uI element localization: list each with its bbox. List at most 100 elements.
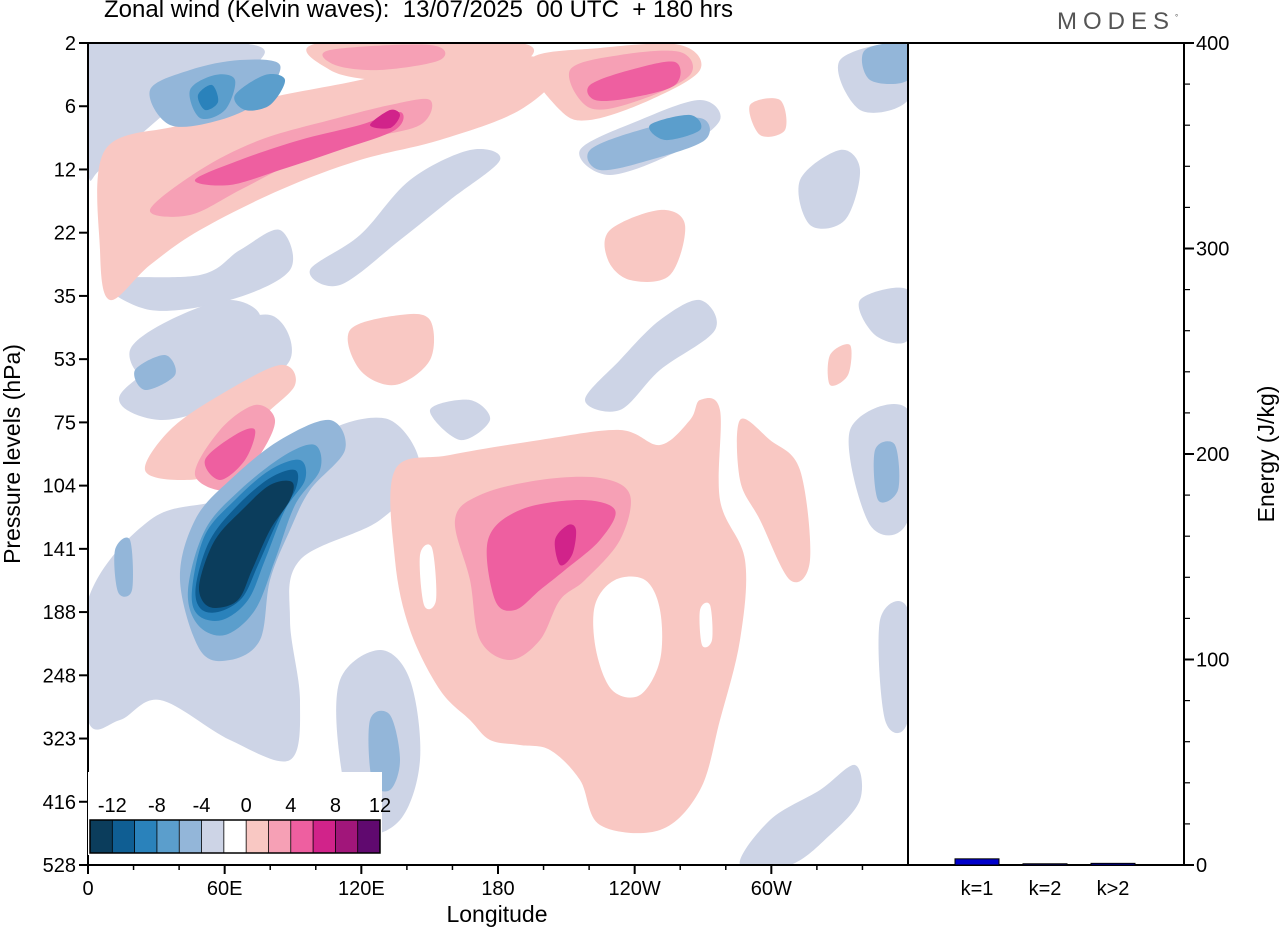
colorbar-swatch bbox=[156, 820, 180, 853]
energy-bar bbox=[1090, 862, 1136, 866]
energy-bar bbox=[954, 858, 1000, 866]
contour-region-45 bbox=[861, 43, 908, 85]
energy-tick-label: 100 bbox=[1196, 650, 1229, 672]
y-axis-label: Pressure levels (hPa) bbox=[0, 344, 25, 564]
contour-region-19 bbox=[347, 313, 435, 386]
contour-region-33 bbox=[587, 61, 681, 102]
contour-region-35 bbox=[554, 524, 577, 566]
brand-mark: ° bbox=[1175, 13, 1179, 22]
colorbar-swatch bbox=[246, 820, 269, 853]
colorbar-label: -8 bbox=[148, 795, 166, 817]
colorbar-label: 8 bbox=[330, 795, 341, 817]
colorbar-swatch bbox=[290, 820, 314, 853]
contour-region-3 bbox=[118, 314, 292, 421]
contour-region-50 bbox=[234, 74, 286, 111]
longitude-axis: 0 60E 120E 180 120W 60W bbox=[82, 865, 864, 900]
contour-region-46 bbox=[114, 537, 133, 597]
colorbar-swatch bbox=[112, 820, 136, 853]
colorbar-swatch bbox=[357, 820, 381, 853]
contour-region-39 bbox=[699, 602, 713, 648]
contour-region-51 bbox=[649, 114, 702, 141]
pressure-tick-label: 323 bbox=[43, 729, 76, 751]
contour-region-21 bbox=[827, 344, 852, 386]
contour-field bbox=[88, 43, 908, 865]
colorbar-swatch bbox=[268, 820, 292, 853]
contour-region-25 bbox=[749, 98, 787, 137]
pressure-tick-label: 12 bbox=[54, 159, 76, 181]
longitude-tick-label: 180 bbox=[481, 878, 514, 900]
contour-region-38 bbox=[419, 544, 437, 610]
energy-tick-label: 0 bbox=[1196, 855, 1207, 877]
pressure-tick-label: 75 bbox=[54, 412, 76, 434]
brand-logo: MODES° bbox=[1057, 8, 1178, 36]
colorbar-swatch bbox=[313, 820, 336, 853]
energy-bar-chart: k=1 k=2 k>2 bbox=[954, 858, 1136, 900]
colorbar-swatch bbox=[134, 820, 158, 853]
longitude-tick-label: 0 bbox=[82, 878, 93, 900]
contour-region-34 bbox=[204, 428, 256, 480]
longitude-tick-label: 60E bbox=[207, 878, 243, 900]
pressure-tick-label: 141 bbox=[43, 539, 76, 561]
pressure-tick-label: 188 bbox=[43, 602, 76, 624]
pressure-tick-label: 248 bbox=[43, 665, 76, 687]
pressure-tick-label: 35 bbox=[54, 286, 76, 308]
colorbar-label: 12 bbox=[369, 795, 391, 817]
pressure-tick-label: 2 bbox=[65, 33, 76, 55]
contour-region-55 bbox=[198, 480, 294, 608]
colorbar-frame bbox=[89, 819, 381, 854]
longitude-tick-label: 120E bbox=[338, 878, 385, 900]
longitude-tick-label: 60W bbox=[751, 878, 792, 900]
energy-bar-label: k=2 bbox=[1029, 878, 1062, 900]
contour-region-36 bbox=[370, 109, 400, 129]
energy-bar-label: k>2 bbox=[1097, 878, 1130, 900]
colorbar-label: 0 bbox=[241, 795, 252, 817]
contour-region-41 bbox=[368, 710, 400, 792]
contour-region-44 bbox=[873, 441, 900, 503]
colorbar-swatch bbox=[90, 820, 113, 853]
contour-region-12 bbox=[878, 601, 908, 734]
pressure-axis: 2 6 12 22 35 53 75 104 141 188 248 323 416 528 bbox=[43, 33, 88, 877]
contour-region-6 bbox=[309, 148, 501, 287]
contour-region-32 bbox=[194, 111, 404, 186]
contour-region-20 bbox=[736, 418, 811, 583]
contour-region-10 bbox=[739, 764, 863, 865]
pressure-tick-label: 104 bbox=[43, 476, 76, 498]
contour-region-9 bbox=[798, 149, 861, 229]
energy-bar bbox=[1022, 863, 1068, 866]
contour-region-14 bbox=[858, 287, 908, 344]
contour-region-31 bbox=[486, 500, 616, 611]
pressure-tick-label: 53 bbox=[54, 349, 76, 371]
contour-region-4 bbox=[103, 229, 294, 311]
contour-region-30 bbox=[322, 44, 446, 71]
contour-region-18 bbox=[144, 364, 296, 480]
contour-region-15 bbox=[429, 399, 491, 441]
brand-text: MODES bbox=[1057, 8, 1176, 35]
energy-tick-label: 400 bbox=[1196, 33, 1229, 55]
energy-tick-label: 300 bbox=[1196, 239, 1229, 261]
chart-title: Zonal wind (Kelvin waves): 13/07/2025 00… bbox=[104, 0, 733, 23]
contour-region-8 bbox=[585, 299, 717, 412]
energy-tick-label: 200 bbox=[1196, 444, 1229, 466]
pressure-tick-label: 416 bbox=[43, 792, 76, 814]
x-axis-label: Longitude bbox=[446, 901, 547, 927]
colorbar-swatch bbox=[335, 820, 359, 853]
colorbar: -12 -8 -4 0 4 8 12 bbox=[88, 772, 391, 855]
pressure-tick-label: 6 bbox=[65, 96, 76, 118]
colorbar-label: -4 bbox=[193, 795, 211, 817]
colorbar-swatch bbox=[223, 820, 247, 853]
contour-region-37 bbox=[593, 576, 663, 698]
energy-axis: 0 100 200 300 400 bbox=[1184, 33, 1229, 877]
bar-panel-frame bbox=[907, 42, 1185, 866]
contour-region-53 bbox=[197, 84, 219, 111]
contour-region-17 bbox=[604, 209, 686, 282]
colorbar-label: 4 bbox=[285, 795, 296, 817]
colorbar-swatch bbox=[179, 820, 203, 853]
colorbar-swatch bbox=[201, 820, 225, 853]
pressure-tick-label: 22 bbox=[54, 223, 76, 245]
contour-region-47 bbox=[134, 354, 176, 391]
pressure-tick-label: 528 bbox=[43, 855, 76, 877]
colorbar-label: -12 bbox=[98, 795, 127, 817]
energy-axis-label: Energy (J/kg) bbox=[1253, 386, 1279, 523]
contour-region-16 bbox=[390, 397, 747, 834]
